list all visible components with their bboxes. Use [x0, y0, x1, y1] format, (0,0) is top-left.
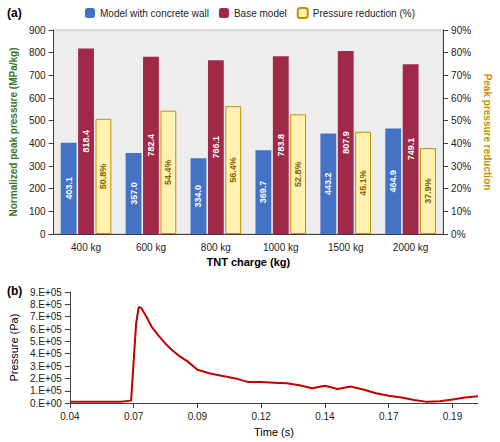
svg-text:TNT charge (kg): TNT charge (kg)	[206, 256, 290, 268]
svg-text:8.E+05: 8.E+05	[30, 299, 62, 310]
svg-text:0.E+00: 0.E+00	[30, 398, 62, 409]
svg-text:30%: 30%	[451, 161, 471, 172]
svg-text:4.E+05: 4.E+05	[30, 348, 62, 359]
svg-text:783.8: 783.8	[276, 134, 286, 157]
svg-text:3.E+05: 3.E+05	[30, 361, 62, 372]
svg-text:Model with concrete wall: Model with concrete wall	[100, 8, 209, 19]
svg-text:2000 kg: 2000 kg	[393, 242, 429, 253]
svg-text:5.E+05: 5.E+05	[30, 336, 62, 347]
svg-text:80%: 80%	[451, 47, 471, 58]
svg-text:40%: 40%	[451, 138, 471, 149]
svg-text:20%: 20%	[451, 183, 471, 194]
svg-text:1000 kg: 1000 kg	[263, 242, 299, 253]
svg-text:0.04: 0.04	[60, 411, 80, 422]
svg-text:60%: 60%	[451, 93, 471, 104]
svg-text:1.E+05: 1.E+05	[30, 385, 62, 396]
svg-text:7.E+05: 7.E+05	[30, 311, 62, 322]
svg-text:403.1: 403.1	[64, 177, 74, 200]
svg-text:400 kg: 400 kg	[71, 242, 101, 253]
svg-text:500: 500	[29, 115, 46, 126]
svg-text:70%: 70%	[451, 70, 471, 81]
svg-text:334.0: 334.0	[193, 185, 203, 208]
svg-text:200: 200	[29, 183, 46, 194]
svg-text:10%: 10%	[451, 206, 471, 217]
svg-text:357.0: 357.0	[129, 182, 139, 205]
svg-text:9.E+05: 9.E+05	[30, 287, 62, 298]
svg-text:0.12: 0.12	[251, 411, 271, 422]
svg-text:0.14: 0.14	[315, 411, 335, 422]
svg-text:0.09: 0.09	[188, 411, 208, 422]
svg-text:0: 0	[40, 229, 46, 240]
svg-text:(b): (b)	[7, 284, 22, 298]
svg-text:50.8%: 50.8%	[98, 164, 108, 190]
svg-text:50%: 50%	[451, 115, 471, 126]
svg-text:(a): (a)	[7, 6, 22, 20]
svg-text:37.9%: 37.9%	[423, 178, 433, 204]
svg-text:56.4%: 56.4%	[228, 157, 238, 183]
svg-text:782.4: 782.4	[146, 134, 156, 157]
svg-text:0.17: 0.17	[379, 411, 399, 422]
svg-text:1500 kg: 1500 kg	[328, 242, 364, 253]
svg-text:Peak pressure reduction: Peak pressure reduction	[482, 74, 493, 191]
svg-text:6.E+05: 6.E+05	[30, 324, 62, 335]
svg-text:0%: 0%	[451, 229, 466, 240]
svg-text:54.4%: 54.4%	[163, 160, 173, 186]
svg-text:369.7: 369.7	[258, 181, 268, 204]
svg-text:Base model: Base model	[234, 8, 287, 19]
svg-text:800: 800	[29, 47, 46, 58]
svg-text:400: 400	[29, 138, 46, 149]
svg-text:818.4: 818.4	[81, 130, 91, 153]
svg-text:700: 700	[29, 70, 46, 81]
svg-text:749.1: 749.1	[406, 138, 416, 161]
svg-text:0.19: 0.19	[443, 411, 463, 422]
svg-text:100: 100	[29, 206, 46, 217]
svg-text:Normalized peak pressure (MPa/: Normalized peak pressure (MPa/kg)	[8, 48, 19, 217]
svg-text:807.9: 807.9	[341, 131, 351, 154]
svg-text:45.1%: 45.1%	[358, 170, 368, 196]
svg-text:300: 300	[29, 161, 46, 172]
svg-text:90%: 90%	[451, 25, 471, 36]
svg-text:0.07: 0.07	[124, 411, 144, 422]
svg-text:Pressure reduction (%): Pressure reduction (%)	[313, 8, 415, 19]
svg-text:600: 600	[29, 93, 46, 104]
svg-text:766.1: 766.1	[211, 136, 221, 159]
svg-text:Time (s): Time (s)	[254, 426, 294, 438]
svg-text:443.2: 443.2	[323, 173, 333, 196]
svg-text:900: 900	[29, 25, 46, 36]
svg-text:Pressure (Pa): Pressure (Pa)	[8, 314, 20, 382]
svg-text:2.E+05: 2.E+05	[30, 373, 62, 384]
svg-text:600 kg: 600 kg	[136, 242, 166, 253]
svg-text:800 kg: 800 kg	[201, 242, 231, 253]
svg-text:52.8%: 52.8%	[293, 161, 303, 187]
svg-text:464.9: 464.9	[388, 170, 398, 193]
